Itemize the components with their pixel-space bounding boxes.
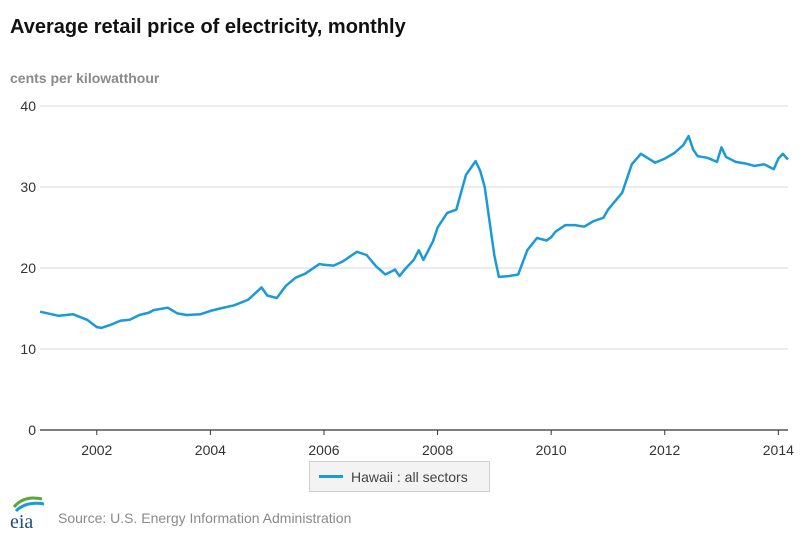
x-tick-label: 2008 [422,442,453,458]
x-tick-label: 2012 [649,442,680,458]
x-tick-label: 2010 [536,442,567,458]
y-tick-label: 40 [20,98,36,114]
y-tick-label: 30 [20,179,36,195]
y-axis-unit-label: cents per kilowatthour [10,70,160,86]
grid-lines [40,105,788,431]
x-axis-ticks: 2002 2004 2006 2008 2010 2012 2014 [81,430,794,458]
eia-logo-icon: eia [10,496,45,531]
x-tick-label: 2004 [195,442,226,458]
y-tick-label: 20 [20,260,36,276]
legend-swatch [319,475,343,478]
y-tick-label: 10 [20,341,36,357]
svg-text:eia: eia [10,511,33,531]
series-lines [39,134,789,330]
legend-label: Hawaii : all sectors [351,468,468,485]
footer: eia Source: U.S. Energy Information Admi… [6,495,351,531]
series-line-hawaii [39,134,789,330]
source-note: Source: U.S. Energy Information Administ… [58,510,352,526]
legend[interactable]: Hawaii : all sectors [309,461,490,492]
y-tick-label: 0 [28,422,36,438]
x-tick-label: 2014 [763,442,794,458]
x-tick-label: 2002 [81,442,112,458]
y-axis-ticks: 0 10 20 30 40 [20,98,36,438]
chart-title: Average retail price of electricity, mon… [10,16,406,38]
x-tick-label: 2006 [308,442,339,458]
